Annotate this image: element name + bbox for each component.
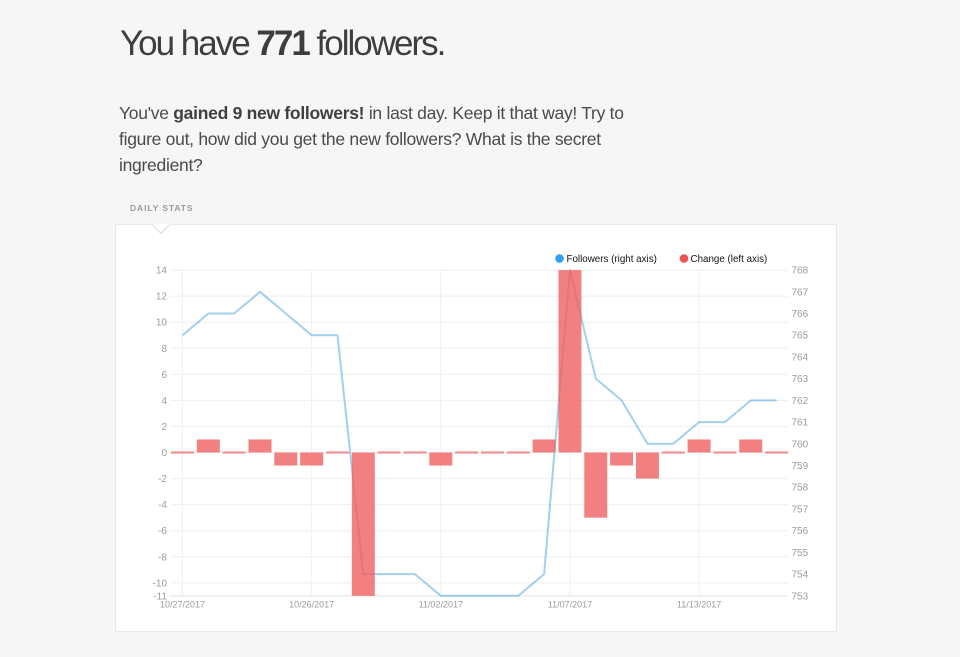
svg-text:755: 755 [792, 548, 809, 559]
svg-text:768: 768 [792, 266, 809, 277]
svg-text:762: 762 [792, 396, 809, 407]
svg-text:Change (left axis): Change (left axis) [691, 254, 768, 265]
svg-text:-4: -4 [158, 500, 167, 511]
svg-text:11/13/2017: 11/13/2017 [677, 600, 721, 610]
svg-text:-8: -8 [158, 552, 167, 563]
svg-text:8: 8 [161, 344, 167, 355]
svg-text:761: 761 [792, 418, 809, 429]
svg-text:760: 760 [792, 439, 809, 450]
svg-text:766: 766 [792, 309, 809, 320]
svg-text:11/02/2017: 11/02/2017 [419, 600, 463, 610]
svg-text:0: 0 [161, 448, 167, 459]
svg-text:10/27/2017: 10/27/2017 [160, 600, 205, 610]
svg-text:10/26/2017: 10/26/2017 [289, 600, 334, 610]
svg-text:758: 758 [792, 483, 809, 494]
svg-text:765: 765 [792, 331, 809, 342]
svg-text:6: 6 [161, 370, 167, 381]
svg-text:759: 759 [792, 461, 809, 472]
svg-text:2: 2 [161, 422, 167, 433]
svg-text:10: 10 [156, 318, 168, 329]
svg-text:-10: -10 [153, 578, 168, 589]
svg-text:753: 753 [792, 591, 809, 602]
svg-text:767: 767 [792, 287, 809, 298]
svg-text:754: 754 [792, 570, 809, 581]
svg-text:12: 12 [156, 292, 168, 303]
svg-text:-6: -6 [158, 526, 167, 537]
svg-text:4: 4 [161, 396, 167, 407]
svg-text:757: 757 [792, 504, 809, 515]
svg-text:-11: -11 [153, 591, 167, 602]
svg-text:11/07/2017: 11/07/2017 [548, 600, 592, 610]
svg-text:Followers (right axis): Followers (right axis) [567, 254, 657, 265]
svg-text:756: 756 [792, 526, 809, 537]
svg-text:763: 763 [792, 374, 809, 385]
svg-text:-2: -2 [158, 474, 167, 485]
svg-text:14: 14 [156, 266, 168, 277]
svg-text:764: 764 [792, 352, 809, 363]
